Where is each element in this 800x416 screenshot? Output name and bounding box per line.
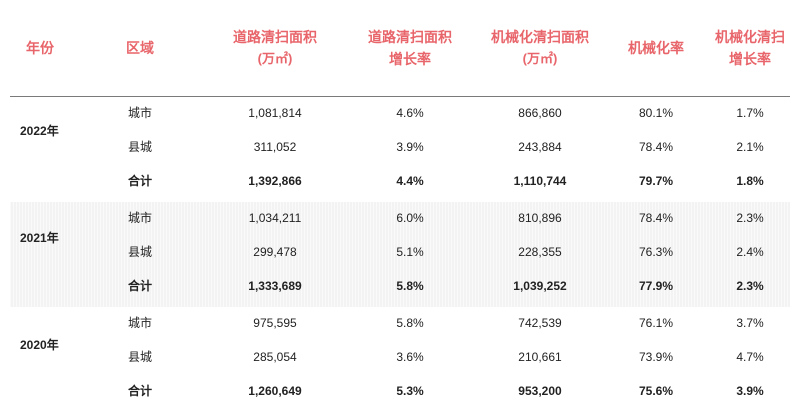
header-region: 区域 xyxy=(110,0,170,96)
area-growth-cell: 6.0% xyxy=(396,211,424,225)
header-area-growth: 道路清扫面积 增长率 xyxy=(340,0,480,96)
area-cell: 285,054 xyxy=(253,350,297,364)
header-area-line1: 道路清扫面积 xyxy=(233,29,317,45)
mech-growth-cell: 2.3% xyxy=(736,279,764,293)
table-row: 城市 1,034,211 6.0% 810,896 78.4% 2.3% xyxy=(10,202,790,235)
area-growth-cell: 5.8% xyxy=(396,279,424,293)
header-area-growth-line2: 增长率 xyxy=(389,51,431,67)
mech-growth-cell: 3.7% xyxy=(736,316,764,330)
mech-area-cell: 243,884 xyxy=(518,140,562,154)
region-cell: 城市 xyxy=(128,316,153,330)
area-cell: 1,034,211 xyxy=(248,211,302,225)
area-growth-cell: 5.1% xyxy=(396,245,424,259)
region-cell: 县城 xyxy=(128,350,153,364)
area-growth-cell: 4.4% xyxy=(396,174,424,188)
mech-area-cell: 1,110,744 xyxy=(513,174,567,188)
area-growth-cell: 5.8% xyxy=(396,316,424,330)
region-cell: 合计 xyxy=(128,384,153,398)
table-header: 年份 区域 道路清扫面积 (万㎡) 道路清扫面积 增长率 机械化清扫面积 (万㎡… xyxy=(10,0,790,97)
year-group-2020: 2020年 城市 975,595 5.8% 742,539 76.1% 3.7%… xyxy=(10,307,790,412)
mech-rate-cell: 80.1% xyxy=(638,106,674,120)
mech-area-cell: 228,355 xyxy=(518,245,562,259)
region-cell: 合计 xyxy=(128,174,153,188)
table-row-total: 合计 1,392,866 4.4% 1,110,744 79.7% 1.8% xyxy=(10,165,790,198)
mech-growth-cell: 2.1% xyxy=(736,140,764,154)
region-cell: 县城 xyxy=(128,245,153,259)
table-row: 县城 299,478 5.1% 228,355 76.3% 2.4% xyxy=(10,236,790,269)
year-label: 2020年 xyxy=(20,338,59,352)
mech-rate-cell: 76.3% xyxy=(638,245,674,259)
header-year: 年份 xyxy=(10,0,70,96)
header-mech-area-unit: (万㎡) xyxy=(522,51,558,66)
table-row-total: 合计 1,333,689 5.8% 1,039,252 77.9% 2.3% xyxy=(10,270,790,303)
mech-area-cell: 210,661 xyxy=(518,350,562,364)
header-mech-growth-line2: 增长率 xyxy=(729,51,771,67)
mech-area-cell: 953,200 xyxy=(518,384,562,398)
mech-area-cell: 1,039,252 xyxy=(513,279,567,293)
mech-rate-cell: 78.4% xyxy=(638,140,674,154)
area-growth-cell: 3.9% xyxy=(396,140,424,154)
mech-rate-cell: 76.1% xyxy=(638,316,674,330)
mech-rate-cell: 75.6% xyxy=(638,384,674,398)
mech-growth-cell: 3.9% xyxy=(736,384,764,398)
area-cell: 1,081,814 xyxy=(248,106,302,120)
year-label: 2022年 xyxy=(20,124,59,138)
region-cell: 城市 xyxy=(128,106,153,120)
year-group-2021: 2021年 城市 1,034,211 6.0% 810,896 78.4% 2.… xyxy=(10,202,790,307)
header-area-growth-line1: 道路清扫面积 xyxy=(368,29,452,45)
area-growth-cell: 3.6% xyxy=(396,350,424,364)
table-row: 城市 1,081,814 4.6% 866,860 80.1% 1.7% xyxy=(10,97,790,130)
header-mech-area-line1: 机械化清扫面积 xyxy=(491,29,589,45)
mech-growth-cell: 1.8% xyxy=(736,174,764,188)
cleaning-stats-table: 年份 区域 道路清扫面积 (万㎡) 道路清扫面积 增长率 机械化清扫面积 (万㎡… xyxy=(10,0,790,412)
area-growth-cell: 4.6% xyxy=(396,106,424,120)
year-group-2022: 2022年 城市 1,081,814 4.6% 866,860 80.1% 1.… xyxy=(10,97,790,202)
mech-rate-cell: 77.9% xyxy=(638,279,674,293)
area-cell: 975,595 xyxy=(253,316,297,330)
mech-rate-cell: 73.9% xyxy=(638,350,674,364)
area-growth-cell: 5.3% xyxy=(396,384,424,398)
mech-growth-cell: 1.7% xyxy=(736,106,764,120)
region-cell: 县城 xyxy=(128,140,153,154)
year-label: 2021年 xyxy=(20,231,59,245)
area-cell: 1,392,866 xyxy=(248,174,302,188)
header-area-unit: (万㎡) xyxy=(257,51,293,66)
area-cell: 299,478 xyxy=(253,245,297,259)
table-row: 县城 285,054 3.6% 210,661 73.9% 4.7% xyxy=(10,341,790,374)
mech-growth-cell: 2.3% xyxy=(736,211,764,225)
mech-rate-cell: 78.4% xyxy=(638,211,674,225)
header-mech-area: 机械化清扫面积 (万㎡) xyxy=(450,0,630,96)
region-cell: 合计 xyxy=(128,279,153,293)
area-cell: 1,260,649 xyxy=(248,384,302,398)
region-cell: 城市 xyxy=(128,211,153,225)
mech-rate-cell: 79.7% xyxy=(638,174,674,188)
table-row-total: 合计 1,260,649 5.3% 953,200 75.6% 3.9% xyxy=(10,375,790,408)
table-row: 县城 311,052 3.9% 243,884 78.4% 2.1% xyxy=(10,131,790,164)
header-mech-growth: 机械化清扫 增长率 xyxy=(705,0,795,96)
header-region-label: 区域 xyxy=(126,40,154,56)
mech-area-cell: 810,896 xyxy=(518,211,562,225)
table-row: 城市 975,595 5.8% 742,539 76.1% 3.7% xyxy=(10,307,790,340)
header-mech-rate-label: 机械化率 xyxy=(628,40,684,56)
header-mech-rate: 机械化率 xyxy=(606,0,706,96)
header-year-label: 年份 xyxy=(26,40,54,56)
area-cell: 1,333,689 xyxy=(248,279,302,293)
area-cell: 311,052 xyxy=(253,140,297,154)
mech-area-cell: 866,860 xyxy=(518,106,562,120)
header-mech-growth-line1: 机械化清扫 xyxy=(715,29,785,45)
header-area: 道路清扫面积 (万㎡) xyxy=(210,0,340,96)
mech-area-cell: 742,539 xyxy=(518,316,562,330)
mech-growth-cell: 4.7% xyxy=(736,350,764,364)
mech-growth-cell: 2.4% xyxy=(736,245,764,259)
